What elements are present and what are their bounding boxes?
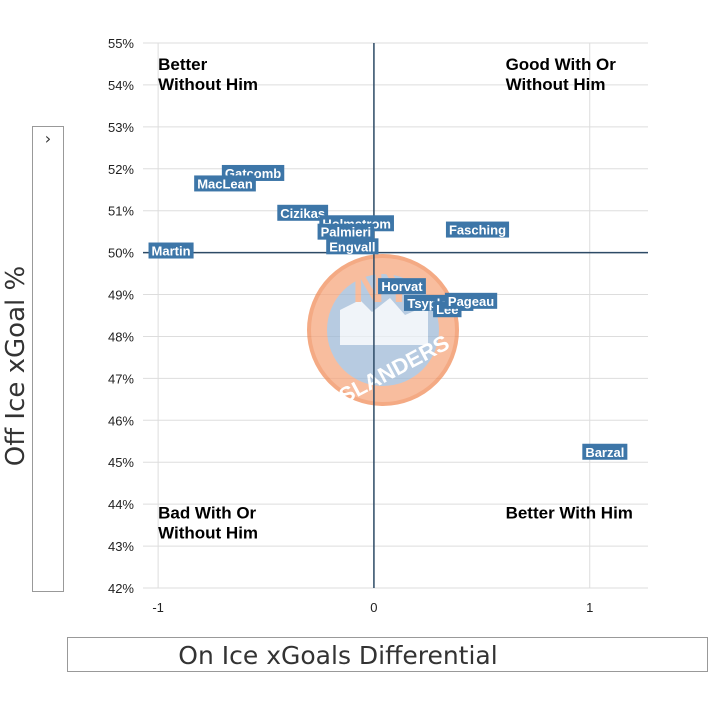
- quadrant-label-line: Good With Or: [506, 55, 617, 74]
- quadrant-label-bottom-right: Better With Him: [506, 504, 633, 523]
- player-marker: [444, 292, 498, 309]
- player-point-pageau: Pageau: [444, 292, 498, 309]
- y-tick-label: 43%: [108, 539, 134, 554]
- player-point-horvat: Horvat: [378, 278, 426, 295]
- quadrant-label-line: Without Him: [506, 75, 606, 94]
- quadrant-label-line: Bad With Or: [158, 504, 256, 523]
- quadrant-label-line: Better: [158, 55, 208, 74]
- y-tick-label: 51%: [108, 204, 134, 219]
- player-point-barzal: Barzal: [582, 443, 628, 460]
- player-point-cizikas: Cizikas: [277, 204, 329, 221]
- player-label: Martin: [152, 244, 191, 259]
- player-label: Horvat: [381, 279, 423, 294]
- y-tick-label: 54%: [108, 78, 134, 93]
- player-label: Cizikas: [280, 206, 325, 221]
- player-label: MacLean: [197, 176, 253, 191]
- chevron-right-icon[interactable]: ›: [44, 129, 52, 148]
- quadrant-label-top-right: Good With Or Without Him: [506, 55, 617, 94]
- x-axis-title-box[interactable]: On Ice xGoals Differential: [67, 637, 708, 672]
- axis-ticks: 42% 43% 44% 45% 46% 47% 48% 49% 50% 51% 52% 53% 54% 5…: [108, 36, 648, 615]
- y-axis-title: Off Ice xGoal %: [1, 265, 31, 467]
- player-point-engvall: Engvall: [326, 238, 379, 255]
- quadrant-label-line: Without Him: [158, 75, 258, 94]
- y-tick-label: 49%: [108, 288, 134, 303]
- player-marker: [148, 242, 194, 259]
- player-label: Fasching: [449, 223, 506, 238]
- player-point-fasching: Fasching: [445, 221, 510, 238]
- player-point-maclean: MacLean: [194, 175, 256, 192]
- x-tick-label: 1: [586, 600, 593, 615]
- quadrant-label-line: Better With Him: [506, 504, 633, 523]
- y-tick-label: 46%: [108, 413, 134, 428]
- y-tick-label: 55%: [108, 36, 134, 51]
- player-point-martin: Martin: [148, 242, 194, 259]
- player-label: Barzal: [585, 445, 624, 460]
- quadrant-label-top-left: Better Without Him: [158, 55, 258, 94]
- player-marker: [582, 443, 628, 460]
- player-marker: [317, 223, 375, 240]
- y-tick-label: 42%: [108, 581, 134, 596]
- x-axis-title: On Ice xGoals Differential: [178, 641, 498, 670]
- y-tick-label: 48%: [108, 329, 134, 344]
- y-tick-label: 50%: [108, 246, 134, 261]
- player-marker: [326, 238, 379, 255]
- y-axis-title-box[interactable]: ›: [32, 126, 64, 592]
- player-label: Engvall: [329, 239, 375, 254]
- y-tick-label: 53%: [108, 120, 134, 135]
- player-marker: [445, 221, 510, 238]
- player-point-palmieri: Palmieri: [317, 223, 375, 240]
- quadrant-label-line: Without Him: [158, 524, 258, 543]
- player-marker: [277, 204, 329, 221]
- player-label: Palmieri: [321, 225, 372, 240]
- quadrant-label-bottom-left: Bad With Or Without Him: [158, 504, 258, 543]
- x-tick-label: -1: [152, 600, 164, 615]
- y-tick-label: 52%: [108, 162, 134, 177]
- y-tick-label: 47%: [108, 371, 134, 386]
- player-label: Pageau: [448, 294, 494, 309]
- player-marker: [194, 175, 256, 192]
- player-points: GatcombMacLeanCizikasHolmstromPalmieriEn…: [148, 164, 628, 460]
- x-tick-label: 0: [370, 600, 377, 615]
- y-tick-label: 44%: [108, 497, 134, 512]
- y-tick-label: 45%: [108, 455, 134, 470]
- player-marker: [378, 278, 426, 295]
